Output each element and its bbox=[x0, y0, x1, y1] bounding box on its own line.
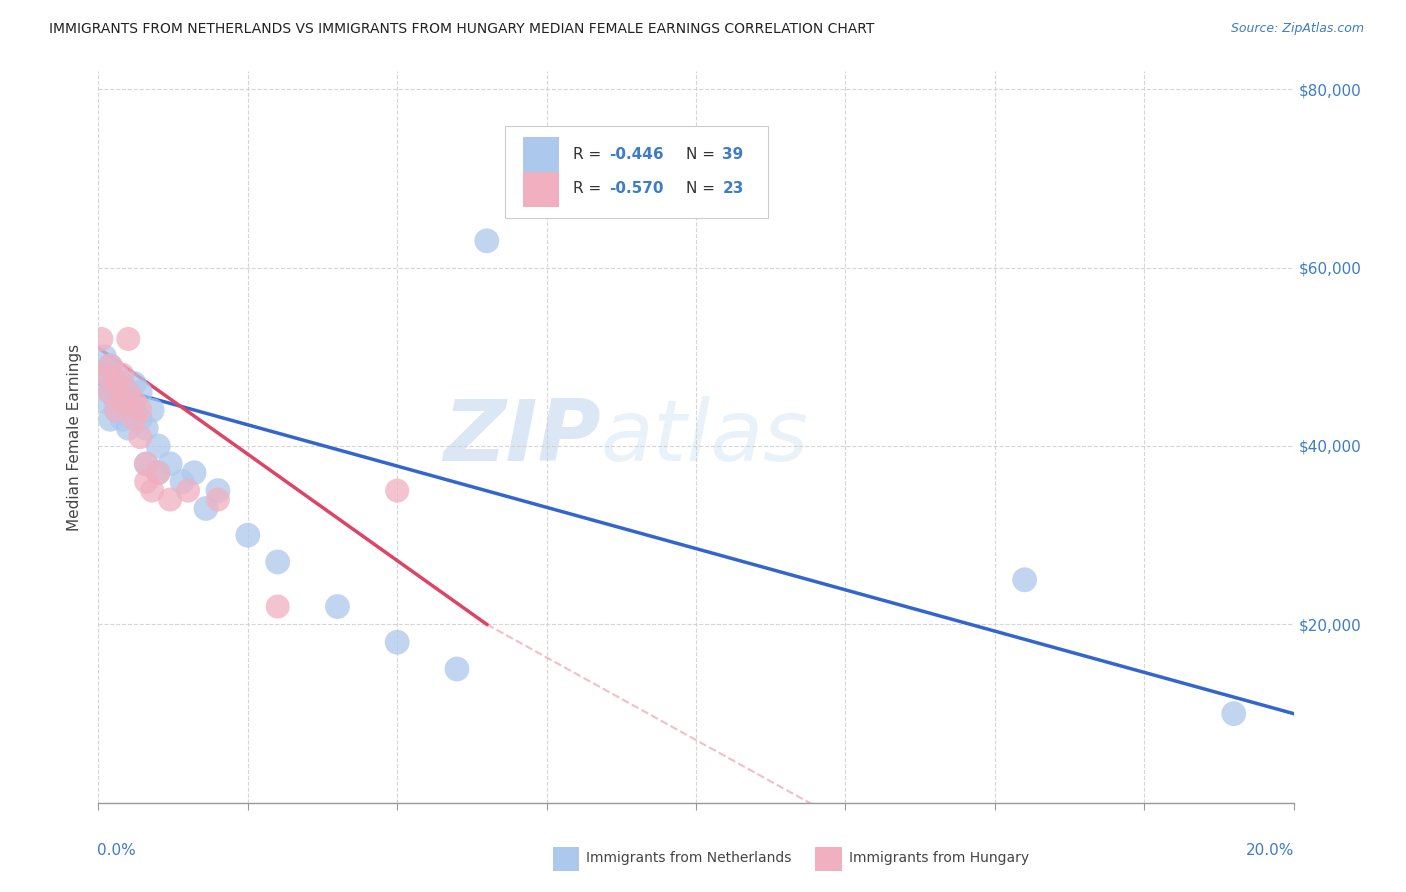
Point bbox=[207, 483, 229, 498]
Text: R =: R = bbox=[572, 146, 606, 161]
Point bbox=[117, 385, 139, 400]
Point bbox=[135, 457, 157, 471]
Point bbox=[111, 368, 134, 382]
Point bbox=[124, 376, 146, 391]
Point bbox=[117, 385, 139, 400]
Text: -0.570: -0.570 bbox=[609, 181, 664, 196]
Y-axis label: Median Female Earnings: Median Female Earnings bbox=[67, 343, 83, 531]
Text: Source: ZipAtlas.com: Source: ZipAtlas.com bbox=[1230, 22, 1364, 36]
Point bbox=[111, 385, 134, 400]
Text: Immigrants from Hungary: Immigrants from Hungary bbox=[849, 851, 1029, 865]
Point bbox=[141, 483, 163, 498]
Point bbox=[385, 635, 409, 649]
Point bbox=[135, 421, 157, 435]
Point bbox=[98, 412, 122, 426]
Point bbox=[90, 376, 112, 391]
Point bbox=[105, 368, 128, 382]
Point bbox=[93, 350, 115, 364]
Point bbox=[105, 403, 128, 417]
Point bbox=[105, 403, 128, 417]
Point bbox=[105, 394, 128, 409]
Point bbox=[93, 394, 115, 409]
Point bbox=[267, 599, 290, 614]
Text: 20.0%: 20.0% bbox=[1246, 843, 1295, 858]
Point bbox=[93, 368, 115, 382]
Point bbox=[98, 385, 122, 400]
FancyBboxPatch shape bbox=[553, 847, 579, 871]
Point bbox=[124, 394, 146, 409]
Point bbox=[326, 599, 349, 614]
FancyBboxPatch shape bbox=[815, 847, 842, 871]
Point bbox=[103, 376, 125, 391]
Point bbox=[148, 466, 170, 480]
Point bbox=[117, 394, 139, 409]
Point bbox=[148, 466, 170, 480]
Point bbox=[385, 483, 409, 498]
Text: -0.446: -0.446 bbox=[609, 146, 664, 161]
Text: N =: N = bbox=[686, 146, 720, 161]
Point bbox=[236, 528, 259, 542]
Point bbox=[117, 421, 139, 435]
Point bbox=[96, 368, 118, 382]
Point bbox=[177, 483, 200, 498]
Point bbox=[117, 332, 139, 346]
Text: N =: N = bbox=[686, 181, 720, 196]
Point bbox=[159, 492, 181, 507]
FancyBboxPatch shape bbox=[523, 137, 558, 172]
Point bbox=[129, 412, 152, 426]
Point bbox=[98, 385, 122, 400]
Point bbox=[1014, 573, 1036, 587]
Text: R =: R = bbox=[572, 181, 606, 196]
Point bbox=[111, 394, 134, 409]
Point bbox=[124, 412, 146, 426]
Point bbox=[105, 376, 128, 391]
Point bbox=[111, 376, 134, 391]
Point bbox=[98, 359, 122, 373]
Point bbox=[90, 332, 112, 346]
Text: 0.0%: 0.0% bbox=[97, 843, 136, 858]
Point bbox=[148, 439, 170, 453]
Text: ZIP: ZIP bbox=[443, 395, 600, 479]
Point bbox=[159, 457, 181, 471]
FancyBboxPatch shape bbox=[523, 171, 558, 207]
Text: atlas: atlas bbox=[600, 395, 808, 479]
Point bbox=[135, 475, 157, 489]
Point bbox=[446, 662, 468, 676]
Text: 23: 23 bbox=[723, 181, 744, 196]
Point bbox=[475, 234, 498, 248]
Text: Immigrants from Netherlands: Immigrants from Netherlands bbox=[586, 851, 792, 865]
Point bbox=[135, 457, 157, 471]
Point bbox=[124, 403, 146, 417]
Point bbox=[129, 430, 152, 444]
Point bbox=[1223, 706, 1246, 721]
Point bbox=[129, 385, 152, 400]
Text: 39: 39 bbox=[723, 146, 744, 161]
Point bbox=[183, 466, 205, 480]
Point bbox=[129, 403, 152, 417]
Point bbox=[195, 501, 218, 516]
Point bbox=[172, 475, 194, 489]
Point bbox=[207, 492, 229, 507]
Point bbox=[267, 555, 290, 569]
Point bbox=[111, 412, 134, 426]
Point bbox=[98, 359, 122, 373]
Text: IMMIGRANTS FROM NETHERLANDS VS IMMIGRANTS FROM HUNGARY MEDIAN FEMALE EARNINGS CO: IMMIGRANTS FROM NETHERLANDS VS IMMIGRANT… bbox=[49, 22, 875, 37]
FancyBboxPatch shape bbox=[505, 126, 768, 218]
Point bbox=[141, 403, 163, 417]
